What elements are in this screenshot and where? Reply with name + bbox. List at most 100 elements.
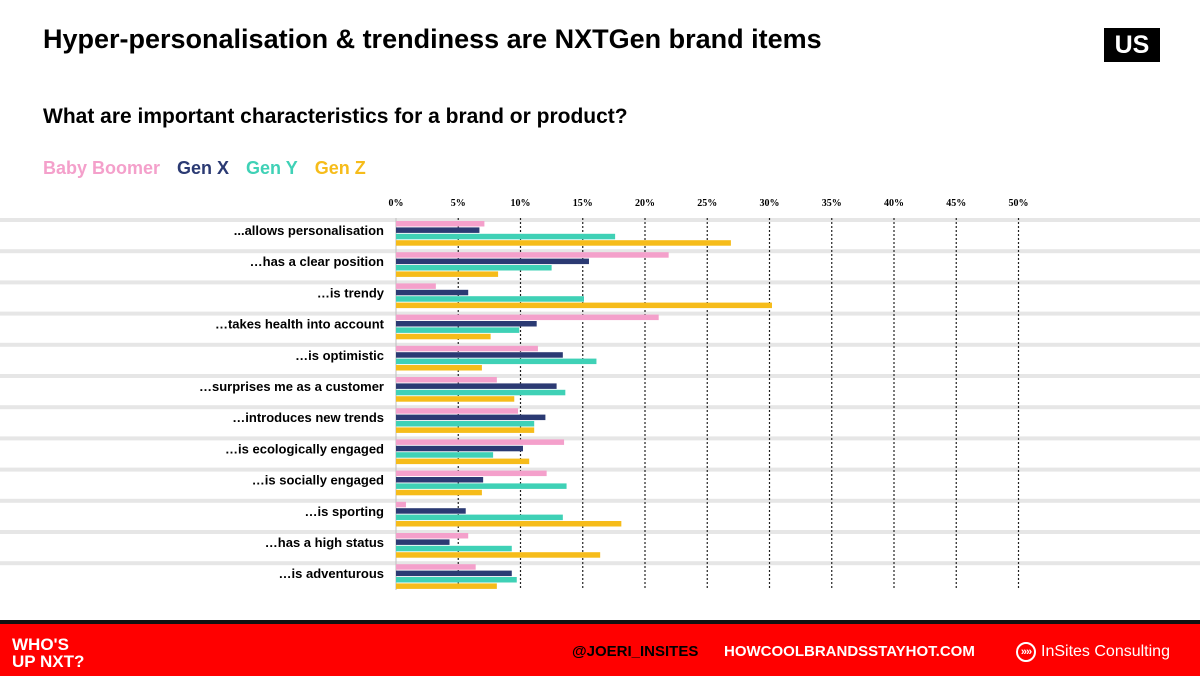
bar-gen-z — [396, 552, 601, 558]
bar-gen-z — [396, 458, 530, 465]
row-stripe — [0, 342, 1200, 374]
legend-gen-y: Gen Y — [246, 158, 298, 178]
legend-gen-z: Gen Z — [314, 158, 366, 178]
country-badge: US — [1104, 28, 1160, 62]
forward-chevrons-icon: »» — [1016, 642, 1036, 662]
bar-gen-x — [396, 445, 523, 452]
page-title: Hyper-personalisation & trendiness are N… — [43, 24, 822, 54]
bar-gen-x — [396, 227, 480, 233]
category-label: …is ecologically engaged — [225, 441, 384, 456]
x-tick-label: 30% — [760, 198, 780, 209]
bar-baby-boomer — [396, 470, 547, 477]
category-label: …is adventurous — [279, 566, 384, 581]
bar-gen-y — [396, 545, 512, 552]
bar-gen-x — [396, 383, 557, 389]
bar-gen-y — [396, 389, 566, 396]
bar-gen-z — [396, 521, 622, 527]
logo-line-2: UP NXT? — [12, 652, 85, 671]
category-label: …is sporting — [305, 504, 385, 519]
bar-baby-boomer — [396, 564, 476, 570]
footer-bar: WHO'S UP NXT? @JOERI_INSITES HOWCOOLBRAN… — [0, 620, 1200, 676]
bar-gen-z — [396, 489, 482, 496]
row-stripe — [0, 405, 1200, 437]
row-stripe — [0, 561, 1200, 590]
legend-gen-x: Gen X — [177, 158, 230, 178]
bar-gen-x — [396, 289, 469, 296]
category-label: …surprises me as a customer — [199, 379, 384, 394]
x-tick-label: 50% — [1009, 198, 1029, 209]
row-stripe-shade — [0, 498, 1200, 503]
bar-baby-boomer — [396, 345, 538, 352]
bar-gen-x — [396, 414, 546, 421]
bar-gen-x — [396, 352, 563, 358]
bar-baby-boomer — [396, 314, 659, 321]
bar-baby-boomer — [396, 377, 497, 383]
row-stripe-shade — [0, 342, 1200, 347]
bar-gen-z — [396, 240, 731, 246]
bar-gen-y — [396, 265, 552, 271]
bar-baby-boomer — [396, 533, 469, 539]
legend-baby-boomer: Baby Boomer — [43, 158, 161, 178]
category-label: …is trendy — [317, 285, 385, 300]
bar-gen-x — [396, 570, 512, 577]
category-label: …has a clear position — [250, 254, 384, 269]
bar-gen-y — [396, 452, 494, 458]
bar-gen-y — [396, 514, 563, 521]
bar-gen-x — [396, 321, 537, 327]
row-stripe-shade — [0, 311, 1200, 316]
x-tick-label: 45% — [946, 198, 966, 209]
x-tick-label: 10% — [511, 198, 531, 209]
bar-gen-z — [396, 271, 499, 277]
bar-gen-z — [396, 583, 497, 589]
bar-gen-y — [396, 358, 597, 365]
row-stripe — [0, 436, 1200, 468]
bar-gen-z — [396, 333, 491, 340]
bar-gen-y — [396, 327, 520, 333]
brand-name: InSites Consulting — [1041, 643, 1170, 660]
bar-gen-z — [396, 365, 482, 371]
row-stripe-shade — [0, 467, 1200, 472]
bar-baby-boomer — [396, 408, 519, 414]
row-stripe-shade — [0, 280, 1200, 285]
row-stripe — [0, 467, 1200, 499]
x-tick-label: 5% — [451, 198, 466, 209]
row-stripe-shade — [0, 405, 1200, 410]
row-stripe-shade — [0, 218, 1200, 222]
twitter-handle: @JOERI_INSITES — [572, 643, 699, 660]
bar-baby-boomer — [396, 221, 485, 227]
category-label: …has a high status — [265, 535, 384, 550]
row-stripe-shade — [0, 436, 1200, 441]
website-url: HOWCOOLBRANDSSTAYHOT.COM — [724, 643, 975, 660]
category-label: …is optimistic — [295, 348, 384, 363]
bar-gen-y — [396, 296, 584, 302]
bar-baby-boomer — [396, 252, 669, 258]
bar-gen-z — [396, 302, 772, 309]
bar-baby-boomer — [396, 283, 436, 289]
bar-baby-boomer — [396, 501, 406, 508]
insites-consulting-logo: »» InSites Consulting — [1016, 640, 1170, 664]
bar-gen-y — [396, 421, 535, 427]
category-label: …introduces new trends — [232, 410, 384, 425]
chart-legend: Baby Boomer Gen X Gen Y Gen Z — [43, 158, 366, 179]
x-tick-label: 15% — [573, 198, 593, 209]
row-stripe — [0, 374, 1200, 406]
row-stripe-shade — [0, 374, 1200, 378]
bar-gen-z — [396, 427, 535, 433]
category-label: …takes health into account — [215, 317, 385, 332]
bar-gen-y — [396, 577, 517, 583]
chart-question: What are important characteristics for a… — [43, 105, 628, 128]
bar-gen-x — [396, 539, 450, 545]
x-tick-label: 25% — [697, 198, 717, 209]
bar-gen-x — [396, 508, 466, 514]
bar-gen-x — [396, 258, 589, 265]
row-stripe-shade — [0, 249, 1200, 254]
x-tick-label: 0% — [389, 198, 404, 209]
row-stripe-shade — [0, 530, 1200, 534]
category-label: …is socially engaged — [252, 473, 384, 488]
bar-gen-y — [396, 233, 616, 240]
bar-gen-z — [396, 396, 515, 402]
category-label: ...allows personalisation — [234, 223, 384, 238]
x-tick-label: 40% — [884, 198, 904, 209]
x-tick-label: 35% — [822, 198, 842, 209]
whos-up-nxt-logo: WHO'S UP NXT? — [12, 636, 84, 670]
